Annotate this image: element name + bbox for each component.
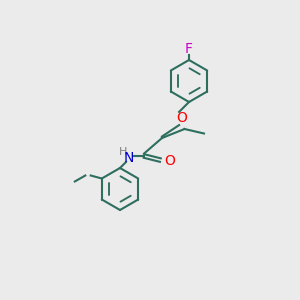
Text: O: O: [164, 154, 175, 168]
Text: N: N: [124, 151, 134, 164]
Text: O: O: [177, 112, 188, 125]
Text: H: H: [119, 147, 127, 158]
Text: F: F: [185, 42, 193, 56]
